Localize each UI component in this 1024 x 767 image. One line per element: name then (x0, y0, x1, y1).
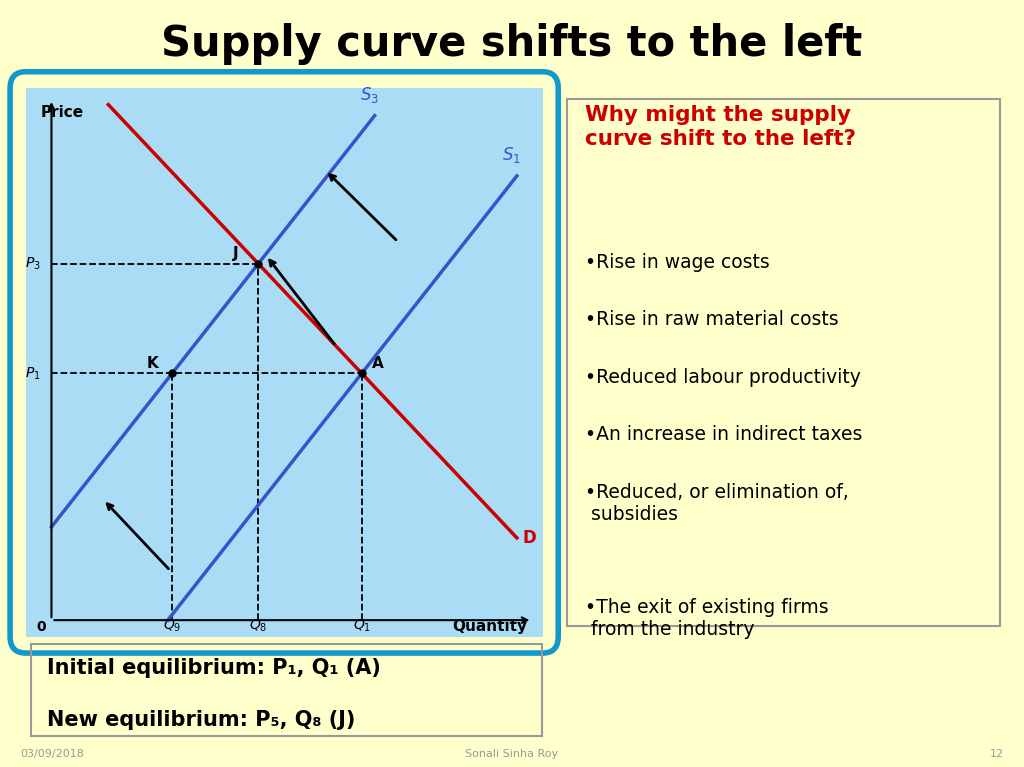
Text: $P_3$: $P_3$ (26, 255, 41, 272)
Text: $S_1$: $S_1$ (502, 145, 521, 165)
Text: K: K (146, 356, 158, 371)
Text: Price: Price (41, 104, 84, 120)
Text: 03/09/2018: 03/09/2018 (20, 749, 84, 759)
Text: $P_1$: $P_1$ (26, 365, 41, 381)
Text: Initial equilibrium: P₁, Q₁ (A): Initial equilibrium: P₁, Q₁ (A) (47, 658, 381, 678)
Text: 0: 0 (36, 620, 46, 634)
Text: $Q_1$: $Q_1$ (352, 617, 371, 634)
Text: J: J (232, 246, 238, 262)
Text: $Q_9$: $Q_9$ (163, 617, 181, 634)
Text: Sonali Sinha Roy: Sonali Sinha Roy (466, 749, 558, 759)
Text: Why might the supply
curve shift to the left?: Why might the supply curve shift to the … (585, 104, 856, 149)
Text: •Rise in raw material costs: •Rise in raw material costs (585, 311, 839, 329)
Text: •An increase in indirect taxes: •An increase in indirect taxes (585, 426, 862, 444)
Text: •Rise in wage costs: •Rise in wage costs (585, 253, 770, 272)
Text: A: A (372, 356, 384, 371)
Text: 12: 12 (989, 749, 1004, 759)
Text: Quantity: Quantity (453, 619, 527, 634)
Text: •Reduced labour productivity: •Reduced labour productivity (585, 368, 861, 387)
Text: •Reduced, or elimination of,
 subsidies: •Reduced, or elimination of, subsidies (585, 483, 849, 524)
Text: D: D (522, 529, 536, 547)
Text: $S_3$: $S_3$ (360, 84, 379, 104)
Text: Supply curve shifts to the left: Supply curve shifts to the left (162, 23, 862, 65)
Text: •The exit of existing firms
 from the industry: •The exit of existing firms from the ind… (585, 598, 828, 639)
Text: New equilibrium: P₅, Q₈ (J): New equilibrium: P₅, Q₈ (J) (47, 710, 355, 730)
Text: $Q_8$: $Q_8$ (249, 617, 267, 634)
